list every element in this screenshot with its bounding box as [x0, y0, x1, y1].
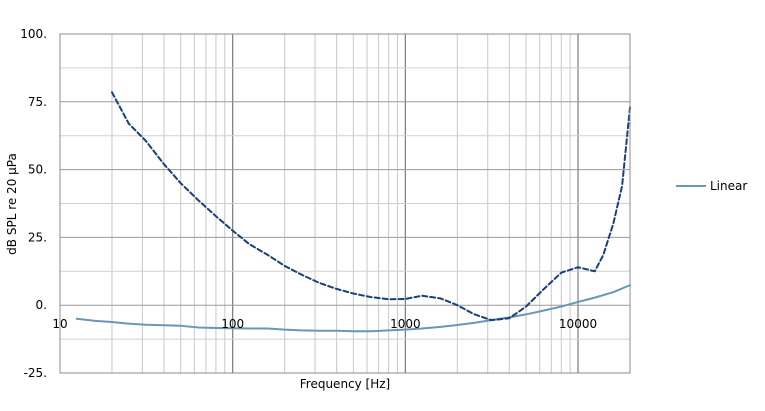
x-tick-label: 1000: [390, 317, 421, 331]
legend: Linear: [676, 179, 747, 193]
x-tick-labels: 10 100 1000 10000: [52, 317, 597, 331]
y-tick-label: 0.: [36, 298, 47, 312]
plot-frame: [59, 33, 631, 374]
x-tick-label: 10000: [559, 317, 597, 331]
grid: [60, 34, 630, 373]
series-line-linear: [75, 284, 631, 333]
legend-label-linear: Linear: [710, 179, 747, 193]
series-line-dashed: [110, 91, 631, 322]
x-tick-label: 100: [221, 317, 244, 331]
y-tick-label: 100.: [20, 27, 47, 41]
y-tick-label: -25.: [24, 366, 47, 380]
x-tick-label: 10: [52, 317, 67, 331]
y-tick-label: 50.: [28, 163, 47, 177]
x-axis-title: Frequency [Hz]: [300, 377, 391, 391]
y-tick-label: 75.: [28, 95, 47, 109]
y-tick-labels: 100. 75. 50. 25. 0. -25.: [20, 27, 47, 380]
y-axis-title: dB SPL re 20 µPa: [5, 153, 19, 255]
y-tick-label: 25.: [28, 230, 47, 244]
series-layer: [75, 91, 631, 333]
